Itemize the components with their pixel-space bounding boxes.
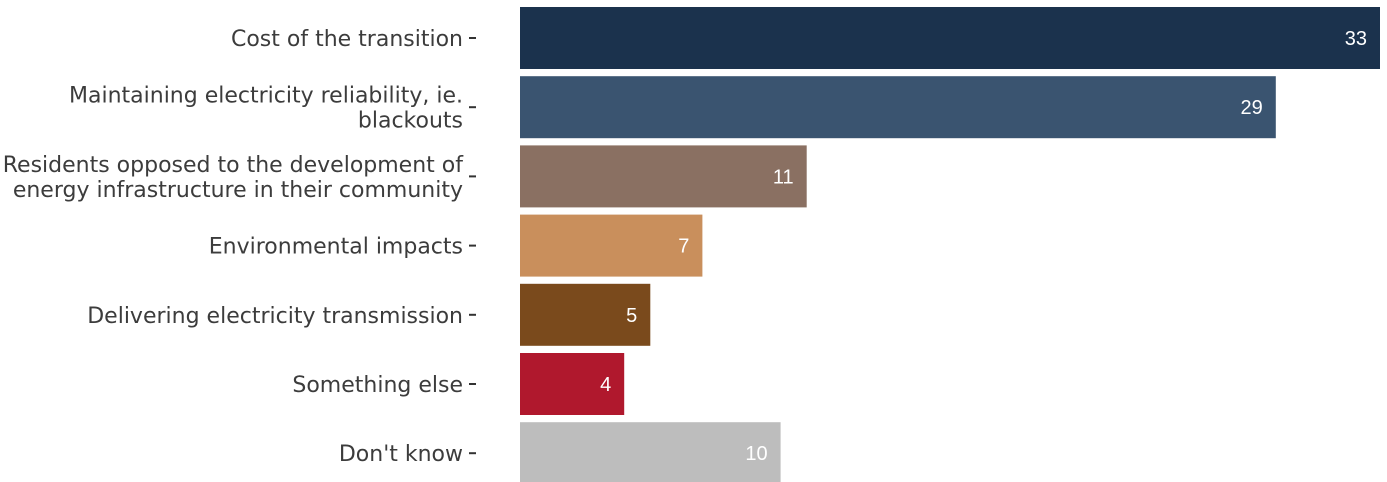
category-label-6: Don't know bbox=[339, 442, 463, 467]
category-labels-layer: Cost of the transition Maintaining electr… bbox=[3, 27, 464, 467]
category-label-0: Cost of the transition bbox=[231, 27, 463, 52]
axis-ticks-layer bbox=[469, 37, 476, 455]
bar-3 bbox=[520, 214, 703, 277]
category-label-3: Environmental impacts bbox=[209, 235, 463, 260]
category-label-1: Maintaining electricity reliability, ie.… bbox=[69, 84, 463, 134]
value-label-4: 5 bbox=[626, 305, 637, 327]
value-labels-layer: 33 29 11 7 5 4 10 bbox=[600, 28, 1367, 465]
value-label-1: 29 bbox=[1241, 97, 1263, 119]
value-label-3: 7 bbox=[678, 236, 689, 258]
bar-5 bbox=[520, 353, 625, 415]
bar-2 bbox=[520, 145, 807, 208]
category-label-1-line-1: blackouts bbox=[358, 109, 463, 134]
bar-0 bbox=[520, 7, 1380, 69]
category-label-4: Delivering electricity transmission bbox=[87, 304, 463, 329]
category-label-2: Residents opposed to the development of e… bbox=[3, 153, 464, 203]
value-label-5: 4 bbox=[600, 374, 611, 396]
category-label-6-line-0: Don't know bbox=[339, 442, 463, 467]
value-label-0: 33 bbox=[1345, 28, 1367, 50]
bar-1 bbox=[520, 76, 1276, 139]
category-label-2-line-1: energy infrastructure in their community bbox=[13, 178, 463, 203]
bar-6 bbox=[520, 422, 781, 482]
bars-layer bbox=[520, 7, 1380, 482]
value-label-2: 11 bbox=[773, 166, 794, 188]
category-label-3-line-0: Environmental impacts bbox=[209, 235, 463, 260]
value-label-6: 10 bbox=[745, 443, 767, 465]
category-label-2-line-0: Residents opposed to the development of bbox=[3, 153, 464, 178]
category-label-5: Something else bbox=[292, 373, 463, 398]
category-label-5-line-0: Something else bbox=[292, 373, 463, 398]
bar-4 bbox=[520, 283, 651, 346]
category-label-4-line-0: Delivering electricity transmission bbox=[87, 304, 463, 329]
category-label-0-line-0: Cost of the transition bbox=[231, 27, 463, 52]
category-label-1-line-0: Maintaining electricity reliability, ie. bbox=[69, 84, 463, 109]
